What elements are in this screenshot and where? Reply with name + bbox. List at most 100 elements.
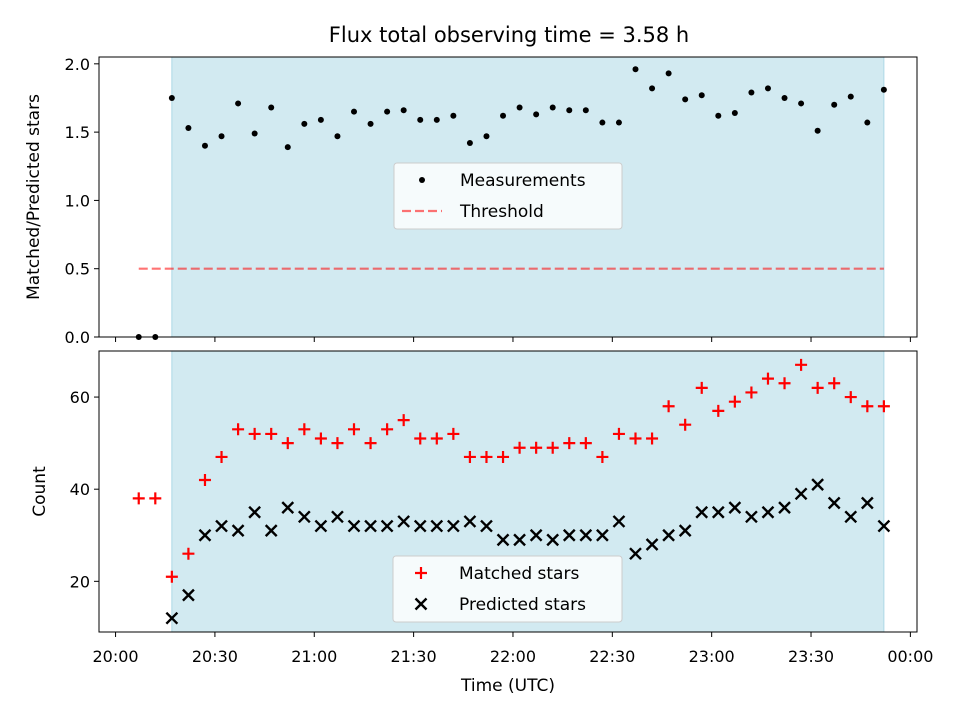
measurement-point [433, 116, 440, 123]
predicted-star-point [827, 496, 841, 510]
predicted-star-point [297, 510, 311, 524]
measurement-point [317, 116, 324, 123]
matched-star-point [132, 492, 145, 505]
matched-star-point [861, 400, 874, 413]
matched-star-point [182, 547, 195, 560]
measurement-point [814, 127, 821, 134]
measurement-point [864, 119, 871, 126]
measurement-point [831, 101, 838, 108]
measurement-point [251, 130, 258, 137]
y-tick-label: 20 [70, 572, 90, 591]
measurement-point [764, 85, 771, 92]
measurement-point [466, 140, 473, 147]
predicted-star-point [215, 519, 228, 533]
measurement-point [880, 86, 887, 93]
x-tick-label: 22:30 [589, 647, 635, 666]
predicted-star-point [496, 533, 510, 547]
matched-star-point [397, 414, 410, 427]
matched-star-point [463, 450, 476, 463]
predicted-star-point [612, 515, 626, 528]
predicted-star-point [248, 505, 262, 519]
matched-star-point [679, 418, 692, 431]
matched-star-point [646, 432, 659, 445]
matched-star-point [281, 437, 294, 450]
matched-star-point [364, 437, 377, 450]
bottom-plot-marks [132, 358, 891, 625]
measurement-point [168, 94, 175, 101]
matched-star-point [712, 404, 725, 417]
predicted-star-point [447, 519, 460, 533]
matched-star-point [745, 386, 758, 399]
predicted-star-point [844, 510, 858, 524]
bottom-y-axis-label: Count [30, 466, 50, 517]
legend-marker-measurements [419, 177, 425, 183]
measurement-point [417, 116, 424, 123]
matched-star-point [331, 437, 344, 450]
matched-star-point [165, 570, 178, 583]
matched-star-point [265, 427, 278, 440]
matched-star-point [414, 432, 427, 445]
predicted-star-point [413, 519, 427, 533]
legend-marker-matched [415, 567, 427, 579]
predicted-star-point [811, 478, 824, 491]
measurement-point [185, 125, 192, 132]
legend-label: Matched stars [459, 564, 579, 584]
predicted-star-point [728, 501, 742, 514]
y-tick-label: 40 [70, 480, 90, 499]
matched-star-point [761, 372, 774, 385]
predicted-star-point [877, 519, 891, 533]
matched-star-point [298, 423, 311, 436]
y-tick-label: 1.5 [65, 123, 90, 142]
measurement-point [533, 111, 540, 118]
matched-star-point [215, 450, 228, 463]
measurement-point [450, 112, 457, 119]
x-tick-label: 23:00 [689, 647, 735, 666]
measurement-point [582, 107, 589, 114]
measurement-point [781, 94, 788, 101]
predicted-star-point [629, 547, 642, 561]
predicted-star-point [264, 524, 278, 538]
y-tick-label: 0.0 [65, 328, 90, 347]
matched-star-point [198, 473, 211, 486]
predicted-star-point [695, 505, 709, 519]
predicted-star-point [364, 519, 377, 533]
predicted-star-point [380, 519, 394, 533]
top-axes-frame [98, 56, 918, 338]
predicted-star-point [182, 588, 195, 602]
matched-star-point [695, 381, 708, 394]
x-tick-label: 22:00 [490, 647, 536, 666]
matched-star-point [828, 377, 841, 390]
y-tick-label: 2.0 [65, 55, 90, 74]
measurement-point [201, 142, 208, 149]
matched-star-point [447, 427, 460, 440]
predicted-star-point [761, 505, 775, 519]
predicted-star-point [546, 533, 560, 547]
predicted-star-point [794, 487, 808, 501]
top-x-ticks [115, 337, 911, 342]
top-y-axis: 0.0 0.5 1.0 1.5 2.0 [65, 55, 99, 347]
matched-star-point [497, 450, 510, 463]
bottom-axes-frame [98, 350, 918, 633]
measurement-point [632, 66, 639, 73]
matched-star-point [480, 450, 493, 463]
bottom-legend: Matched stars Predicted stars [392, 555, 623, 623]
top-legend: Measurements Threshold [393, 162, 623, 230]
matched-star-point [778, 377, 791, 390]
y-tick-label: 60 [70, 388, 90, 407]
measurement-point [284, 144, 291, 151]
top-panel: 0.00.51.01.52.0 Matched/Predicted stars … [24, 55, 918, 347]
predicted-star-point [165, 611, 179, 625]
measurement-point [798, 100, 805, 107]
predicted-star-point [562, 528, 576, 542]
predicted-star-point [463, 515, 477, 528]
matched-star-point [662, 400, 675, 413]
legend-frame [393, 162, 623, 230]
legend-marker-predicted [414, 597, 428, 611]
measurement-point [351, 108, 358, 115]
predicted-star-point [778, 501, 791, 514]
legend-label: Measurements [460, 171, 586, 191]
measurement-point [483, 133, 490, 140]
predicted-star-point [198, 528, 212, 542]
matched-star-point [348, 423, 361, 436]
